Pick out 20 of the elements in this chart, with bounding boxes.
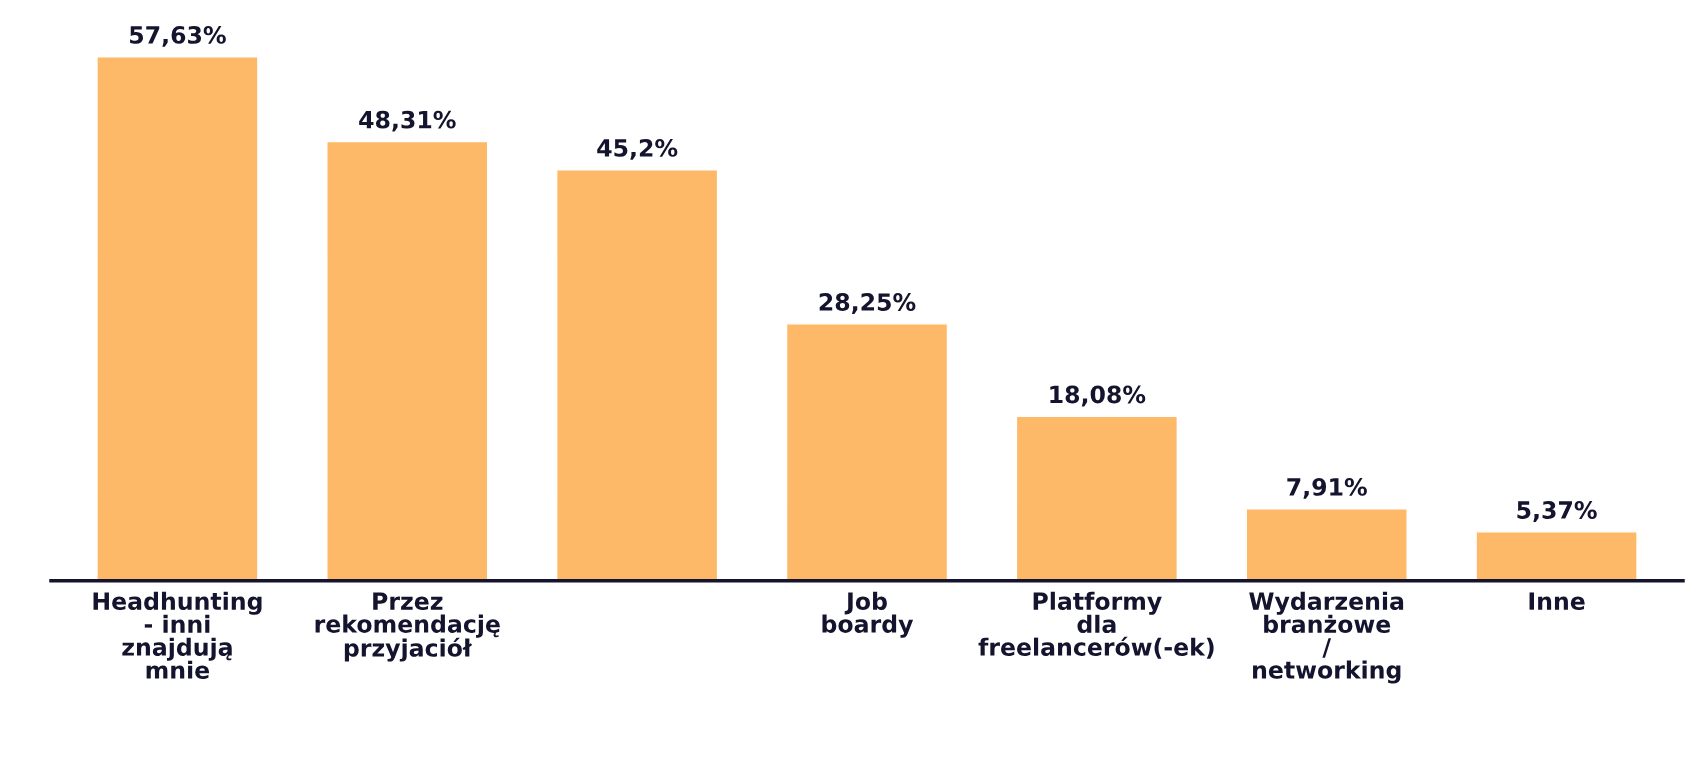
data-label: 45,2%	[597, 138, 678, 160]
data-label: 18,08%	[1050, 385, 1146, 407]
x-tick-label: Wydarzenia branżowe / networking	[1249, 591, 1404, 684]
x-tick-label: Platformy dla freelancerów(-ek)	[978, 591, 1214, 659]
bar	[1015, 415, 1179, 581]
data-label: 5,37%	[1517, 501, 1597, 522]
bar	[96, 56, 259, 581]
bar	[555, 169, 719, 581]
data-label: 48,31%	[359, 110, 456, 132]
x-tick-label: Job boardy	[822, 591, 914, 638]
x-tick-label: Przez rekomendację przyjaciół	[315, 592, 500, 662]
data-label: 7,91%	[1287, 477, 1367, 499]
x-tick-label: Inne	[1529, 592, 1585, 611]
bar	[326, 140, 489, 581]
data-label: 57,63%	[130, 25, 226, 47]
data-label: 28,25%	[819, 293, 916, 314]
bar	[1475, 531, 1638, 581]
bar	[1245, 508, 1408, 581]
x-tick-label: Headhunting - inni znajdują mnie	[93, 591, 262, 679]
bar	[785, 323, 949, 581]
